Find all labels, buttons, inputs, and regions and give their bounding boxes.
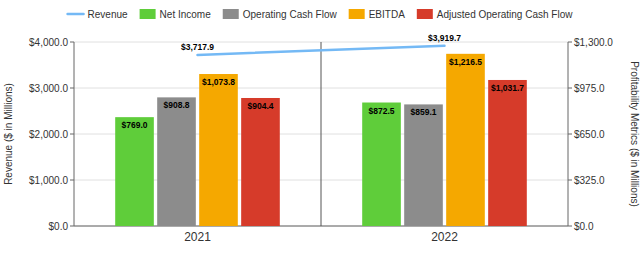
y-axis-line xyxy=(74,42,75,226)
data-label: $908.8 xyxy=(164,100,190,110)
legend-swatch xyxy=(417,9,433,19)
y-tick-label: $4,000.0 xyxy=(29,37,68,48)
y2-tick-label: $650.0 xyxy=(574,129,605,140)
tick-mark xyxy=(70,180,74,181)
data-label: $1,073.8 xyxy=(202,77,235,87)
grid xyxy=(74,42,568,226)
legend-swatch xyxy=(349,9,365,19)
data-label: $1,031.7 xyxy=(491,83,524,93)
legend-label: Adjusted Operating Cash Flow xyxy=(437,9,573,20)
legend-item: EBITDA xyxy=(349,9,405,20)
tick-mark xyxy=(568,180,572,181)
data-label: $769.0 xyxy=(122,120,148,130)
y-tick-label: $0.0 xyxy=(49,221,69,232)
legend-item: Net Income xyxy=(140,9,212,20)
tick-mark xyxy=(70,88,74,89)
data-label: $3,717.9 xyxy=(181,42,214,52)
tick-mark xyxy=(568,226,572,227)
bar xyxy=(488,80,527,226)
data-label: $3,919.7 xyxy=(428,33,461,43)
tick-mark xyxy=(70,226,74,227)
marks xyxy=(115,46,527,226)
legend-item: Operating Cash Flow xyxy=(223,9,338,20)
y2-tick-label: $0.0 xyxy=(574,221,594,232)
y-tick-label: $3,000.0 xyxy=(29,83,68,94)
legend-item: Adjusted Operating Cash Flow xyxy=(417,9,573,20)
bar xyxy=(446,54,485,226)
tick-mark xyxy=(568,88,572,89)
x-tick-label: 2021 xyxy=(184,230,211,244)
bar xyxy=(404,104,443,226)
chart: $0.0 $1,000.0 $2,000.0 $3,000.0 $4,000.0 $0.0… xyxy=(0,0,640,260)
legend-label: EBITDA xyxy=(369,9,405,20)
bar xyxy=(157,97,196,226)
y2-tick-label: $325.0 xyxy=(574,175,605,186)
category-divider xyxy=(321,42,322,226)
data-label: $904.4 xyxy=(247,101,273,111)
data-label: $1,216.5 xyxy=(449,57,482,67)
tick-mark xyxy=(70,42,74,43)
line xyxy=(198,46,445,55)
tick-mark xyxy=(568,42,572,43)
bar xyxy=(362,103,401,226)
y-axis-label: Revenue ($ in Millions) xyxy=(3,83,14,185)
data-label: $859.1 xyxy=(411,107,437,117)
legend-swatch xyxy=(223,9,239,19)
y-tick-label: $2,000.0 xyxy=(29,129,68,140)
legend-label: Revenue xyxy=(88,9,128,20)
tick-mark xyxy=(568,134,572,135)
bar xyxy=(115,117,154,226)
y2-axis-label: Profitability Metrics ($ in Millions) xyxy=(629,61,640,207)
legend-item: Revenue xyxy=(68,9,128,20)
legend-label: Net Income xyxy=(160,9,212,20)
bar xyxy=(241,98,280,226)
legend: Revenue Net Income Operating Cash Flow EBIT… xyxy=(68,9,574,20)
legend-label: Operating Cash Flow xyxy=(243,9,338,20)
legend-swatch xyxy=(68,13,84,16)
legend-swatch xyxy=(140,9,156,19)
bar xyxy=(199,74,238,226)
y2-axis-line xyxy=(568,42,569,226)
y2-tick-label: $975.0 xyxy=(574,83,605,94)
x-tick-label: 2022 xyxy=(431,230,458,244)
tick-mark xyxy=(70,134,74,135)
data-label: $872.5 xyxy=(369,106,395,116)
data-labels: $769.0 $872.5 $908.8 $859.1 $1,073.8 $1,216.5… xyxy=(122,33,525,130)
y-tick-label: $1,000.0 xyxy=(29,175,68,186)
y2-tick-label: $1,300.0 xyxy=(574,37,613,48)
